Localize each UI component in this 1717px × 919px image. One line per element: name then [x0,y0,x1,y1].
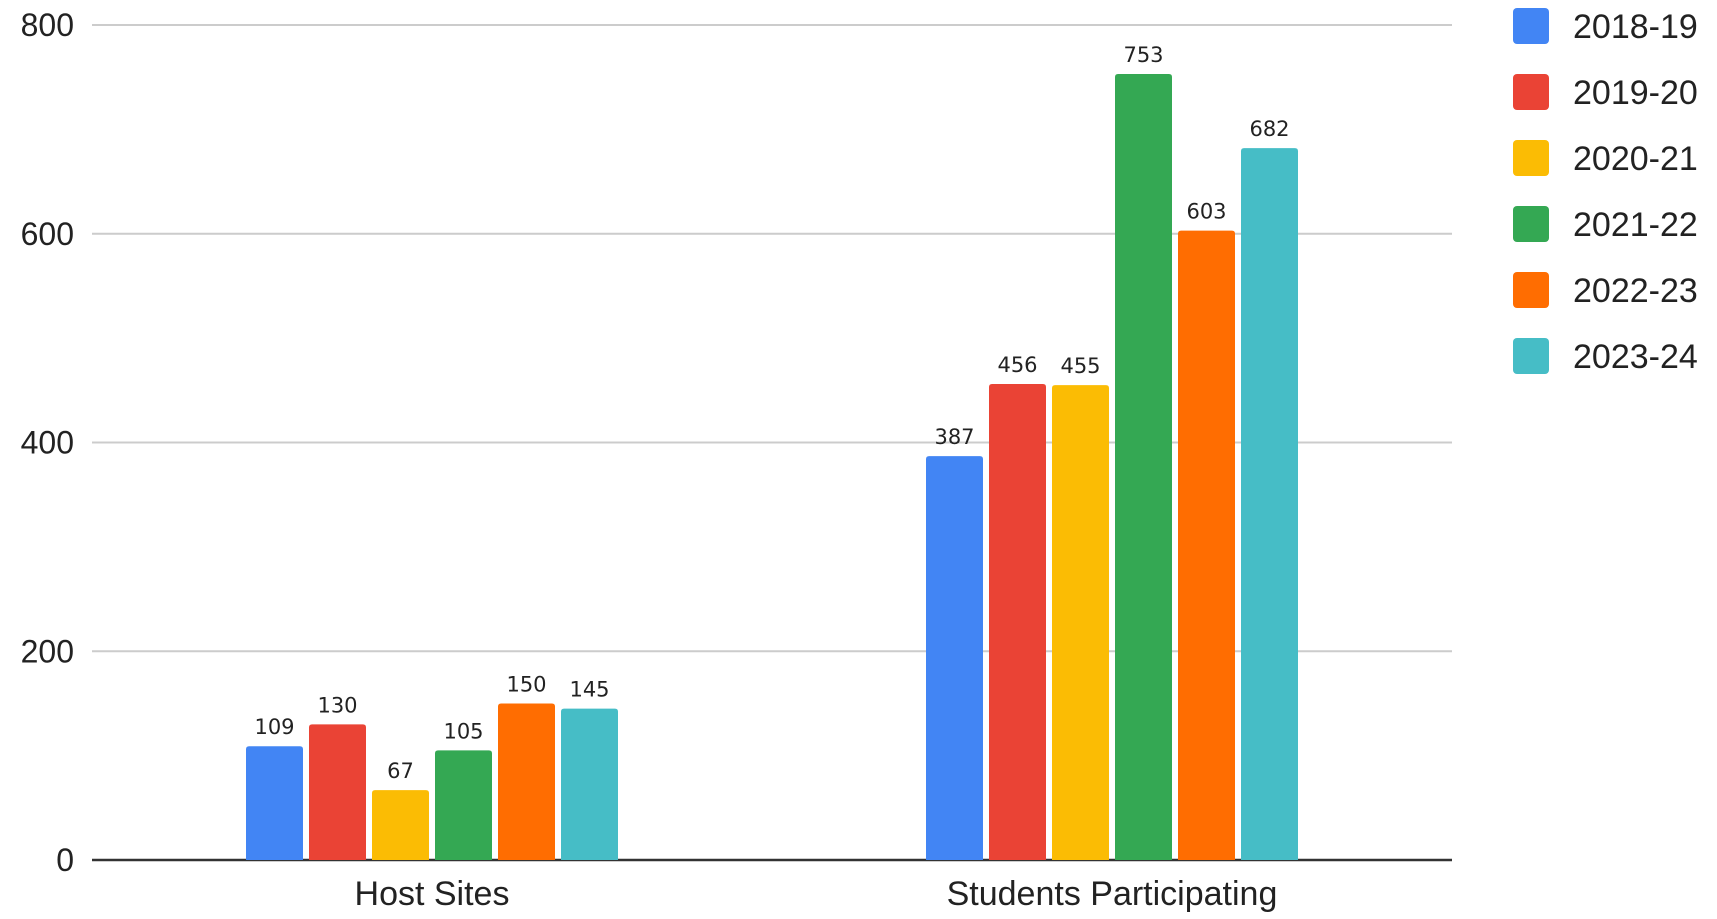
y-tick-label: 600 [21,216,74,252]
bar-2020-21-host-sites [372,790,429,860]
legend-swatch [1513,206,1549,242]
legend-label: 2022-23 [1573,272,1698,310]
y-axis-ticks: 0 200 400 600 800 [21,7,74,878]
bar-2018-19-host-sites [246,746,303,860]
bar-2022-23-host-sites [498,703,555,860]
legend-swatch [1513,140,1549,176]
x-axis-categories: Host Sites Students Participating [355,875,1278,913]
bars [246,74,1298,861]
data-label: 753 [1123,43,1163,67]
bar-2023-24-host-sites [561,708,618,860]
bar-2019-20-students-participating [989,384,1046,860]
data-label: 67 [387,759,414,783]
data-label: 387 [934,425,974,449]
legend-swatch [1513,338,1549,374]
data-label: 603 [1186,200,1226,224]
bar-2018-19-students-participating [926,456,983,860]
x-category-label: Host Sites [355,875,510,913]
legend-label: 2023-24 [1573,338,1698,376]
bar-2021-22-students-participating [1115,74,1172,860]
legend-swatch [1513,8,1549,44]
legend-swatch [1513,74,1549,110]
legend-label: 2019-20 [1573,74,1698,112]
legend: 2018-19 2019-20 2020-21 2021-22 2022-23 2023-… [1513,8,1698,376]
data-label: 130 [317,693,357,717]
bar-2023-24-students-participating [1241,148,1298,861]
data-label: 455 [1060,354,1100,378]
data-label: 150 [506,672,546,696]
data-label: 456 [997,353,1037,377]
y-tick-label: 800 [21,7,74,43]
y-tick-label: 0 [56,842,74,878]
data-label: 109 [254,715,294,739]
y-tick-label: 200 [21,633,74,669]
bar-2022-23-students-participating [1178,230,1235,860]
data-label: 145 [569,678,609,702]
legend-label: 2020-21 [1573,140,1698,178]
bar-2021-22-host-sites [435,750,492,860]
legend-swatch [1513,272,1549,308]
legend-label: 2018-19 [1573,8,1698,46]
data-label: 105 [443,719,483,743]
y-tick-label: 400 [21,425,74,461]
data-label: 682 [1249,117,1289,141]
bar-2019-20-host-sites [309,724,366,860]
bar-2020-21-students-participating [1052,385,1109,860]
x-category-label: Students Participating [947,875,1278,913]
data-labels: 109 130 67 105 150 145 387 456 455 753 603 682 [254,43,1289,783]
legend-label: 2021-22 [1573,206,1698,244]
